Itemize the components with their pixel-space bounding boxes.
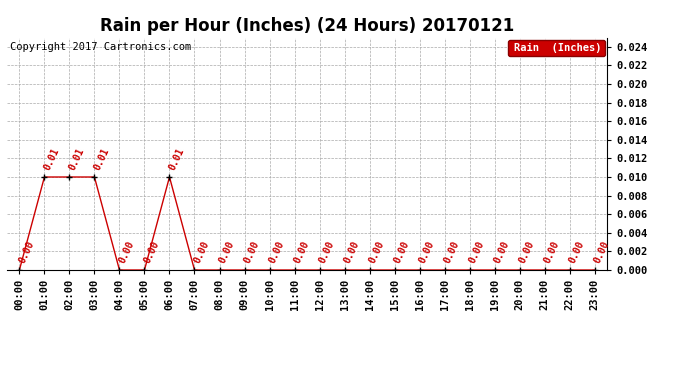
Text: 0.00: 0.00 — [217, 240, 236, 265]
Text: 0.01: 0.01 — [67, 146, 86, 171]
Text: 0.00: 0.00 — [117, 240, 136, 265]
Text: 0.00: 0.00 — [492, 240, 511, 265]
Text: 0.00: 0.00 — [292, 240, 311, 265]
Text: 0.00: 0.00 — [442, 240, 461, 265]
Text: 0.00: 0.00 — [592, 240, 611, 265]
Text: 0.00: 0.00 — [17, 240, 36, 265]
Text: 0.01: 0.01 — [92, 146, 111, 171]
Text: 0.00: 0.00 — [192, 240, 211, 265]
Text: 0.00: 0.00 — [417, 240, 436, 265]
Title: Rain per Hour (Inches) (24 Hours) 20170121: Rain per Hour (Inches) (24 Hours) 201701… — [100, 16, 514, 34]
Text: 0.00: 0.00 — [317, 240, 336, 265]
Text: 0.00: 0.00 — [342, 240, 361, 265]
Text: 0.00: 0.00 — [542, 240, 561, 265]
Text: 0.01: 0.01 — [167, 146, 186, 171]
Text: 0.00: 0.00 — [567, 240, 586, 265]
Text: 0.00: 0.00 — [518, 240, 536, 265]
Text: 0.00: 0.00 — [267, 240, 286, 265]
Text: 0.00: 0.00 — [242, 240, 261, 265]
Text: 0.01: 0.01 — [42, 146, 61, 171]
Text: Copyright 2017 Cartronics.com: Copyright 2017 Cartronics.com — [10, 42, 191, 52]
Text: 0.00: 0.00 — [367, 240, 386, 265]
Text: 0.00: 0.00 — [392, 240, 411, 265]
Text: 0.00: 0.00 — [142, 240, 161, 265]
Text: 0.00: 0.00 — [467, 240, 486, 265]
Legend: Rain  (Inches): Rain (Inches) — [509, 40, 605, 56]
